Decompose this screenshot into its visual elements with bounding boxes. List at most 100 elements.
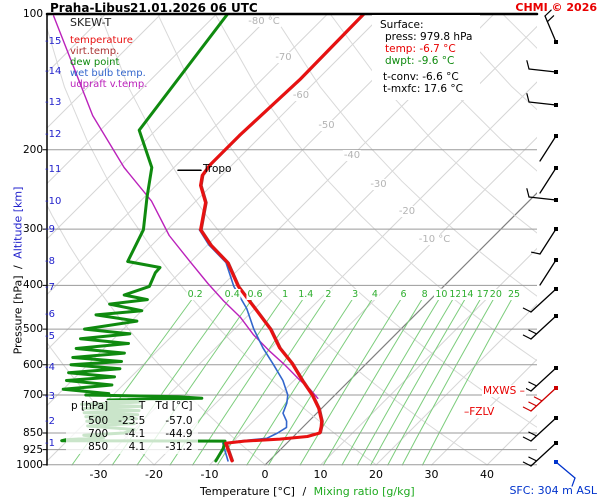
mixing-ratio-value-label: 3 bbox=[351, 289, 360, 300]
wind-barb bbox=[526, 93, 558, 107]
tropopause-label: Tropo bbox=[203, 163, 232, 175]
mixing-ratio-value-label: 20 bbox=[488, 289, 503, 300]
isotherm-line bbox=[320, 247, 537, 466]
legend-item-wet-bulb-temp: wet bulb temp. bbox=[70, 68, 146, 79]
altitude-tick-label: -14 bbox=[45, 66, 62, 77]
levels-table-header-cell: T bbox=[138, 400, 146, 412]
zero-isotherm-line bbox=[264, 192, 537, 466]
dry-adiabat-line bbox=[502, 14, 537, 49]
levels-table-header-cell: p [hPa] bbox=[71, 400, 109, 412]
diagram-type-label: SKEW-T bbox=[70, 16, 112, 29]
levels-table-cell: 850 bbox=[88, 441, 109, 453]
mixing-ratio-value-label: 14 bbox=[460, 289, 475, 300]
isotherm-line bbox=[47, 14, 162, 129]
dry-adiabat-line bbox=[560, 14, 600, 465]
altitude-tick-label: -15 bbox=[45, 36, 62, 47]
mixing-ratio-value-label: 12 bbox=[448, 289, 463, 300]
mixing-ratio-value-label: 0.6 bbox=[246, 289, 264, 300]
dry-adiabat-line bbox=[272, 14, 537, 297]
legend-item-dew-point: dew point bbox=[70, 57, 120, 68]
isotherm-line bbox=[47, 14, 273, 240]
altitude-tick-label: -3 bbox=[45, 391, 55, 402]
mixing-ratio-line bbox=[401, 289, 500, 466]
isotherm-line bbox=[486, 414, 537, 466]
chmi-copyright: CHMI © 2026 bbox=[515, 1, 597, 14]
mixing-ratio-value-label: 25 bbox=[507, 289, 522, 300]
mixing-ratio-line bbox=[387, 289, 487, 466]
isotherm-value-label: -50 bbox=[317, 120, 336, 131]
mixing-ratio-line bbox=[322, 289, 429, 466]
isotherm-value-label: -30 bbox=[369, 179, 388, 190]
curve-wet-bulb-temp bbox=[198, 229, 289, 462]
y-axis-title: Pressure [hPa] / Altitude [km] bbox=[12, 121, 25, 421]
wind-barb bbox=[539, 134, 558, 162]
isotherm-value-label: -80 °C bbox=[247, 16, 281, 27]
isotherm-line bbox=[47, 14, 328, 296]
levels-table-row: 850 4.1 -31.2 bbox=[66, 441, 198, 454]
levels-table-header-cell: Td [°C] bbox=[155, 400, 193, 412]
surface-info-line: t-conv: -6.6 °C bbox=[383, 71, 459, 83]
isotherm-value-label: -70 bbox=[274, 52, 293, 63]
altitude-tick-label: -8 bbox=[45, 256, 55, 267]
x-axis-title-temperature: Temperature [°C] bbox=[200, 485, 295, 498]
temperature-tick-label: -30 bbox=[89, 468, 108, 481]
isotherm-line bbox=[543, 14, 600, 465]
temperature-tick-label: -10 bbox=[200, 468, 219, 481]
mixing-ratio-value-label: 8 bbox=[420, 289, 429, 300]
levels-table-cell: 4.1 bbox=[128, 441, 146, 453]
legend-item-temperature: temperature bbox=[70, 35, 133, 46]
mixing-ratio-line bbox=[192, 289, 310, 466]
surface-info-line: temp: -6.7 °C bbox=[385, 43, 456, 55]
wind-barb bbox=[539, 258, 558, 286]
x-axis-title: Temperature [°C] / Mixing ratio [g/kg] bbox=[200, 485, 415, 498]
pressure-tick-label: 925 bbox=[22, 443, 43, 456]
levels-table-cell: -57.0 bbox=[165, 415, 193, 427]
wind-barb bbox=[522, 441, 558, 467]
isotherm-value-label: -60 bbox=[291, 90, 311, 101]
altitude-tick-label: -1 bbox=[45, 438, 55, 449]
levels-table-cell: -44.9 bbox=[165, 428, 193, 440]
levels-table-row: 500 -23.5 -57.0 bbox=[66, 415, 198, 428]
altitude-tick-label: -13 bbox=[45, 97, 62, 108]
surface-info-line: press: 979.8 hPa bbox=[385, 31, 473, 43]
station-name: Praha-Libus bbox=[50, 1, 131, 15]
altitude-tick-label: -2 bbox=[45, 416, 55, 427]
pressure-tick-label: 100 bbox=[22, 8, 43, 20]
altitude-tick-label: -12 bbox=[45, 129, 62, 140]
station-elevation-label: SFC: 304 m ASL bbox=[509, 484, 597, 497]
mixing-ratio-value-label: 1.4 bbox=[297, 289, 315, 300]
curve-udpraft-v-temp bbox=[52, 15, 319, 399]
wind-barb bbox=[554, 460, 576, 487]
wind-barb bbox=[544, 9, 558, 44]
mixing-ratio-line bbox=[356, 289, 459, 466]
mixing-ratio-value-label: 17 bbox=[475, 289, 490, 300]
mixing-ratio-line bbox=[370, 289, 471, 466]
mixing-ratio-value-label: 0.4 bbox=[223, 289, 241, 300]
altitude-tick-label: -7 bbox=[45, 282, 55, 293]
mixing-ratio-value-label: 1 bbox=[281, 289, 290, 300]
altitude-tick-label: -5 bbox=[45, 331, 55, 342]
pressure-tick-label: 850 bbox=[22, 427, 43, 440]
temperature-tick-label: 20 bbox=[369, 468, 383, 481]
y-axis-title-separator: / bbox=[11, 265, 25, 269]
mixing-ratio-value-label: 2 bbox=[324, 289, 333, 300]
altitude-tick-label: -11 bbox=[45, 164, 62, 175]
mixing-ratio-line bbox=[341, 289, 445, 466]
altitude-tick-label: -9 bbox=[45, 224, 55, 235]
wind-barb bbox=[526, 188, 558, 202]
levels-table-cell: 700 bbox=[88, 428, 109, 440]
isotherm-line bbox=[47, 14, 217, 185]
wind-barb bbox=[522, 366, 558, 392]
isotherm-line bbox=[375, 303, 537, 466]
pressure-tick-label: 400 bbox=[22, 279, 43, 292]
dry-adiabat-line bbox=[214, 14, 537, 362]
x-axis-title-mixing-ratio: Mixing ratio [g/kg] bbox=[313, 485, 415, 498]
wind-barb bbox=[539, 166, 558, 194]
surface-info-line: t-mxfc: 17.6 °C bbox=[383, 83, 463, 95]
mixing-ratio-value-label: 0.2 bbox=[186, 289, 204, 300]
wind-barb bbox=[522, 314, 558, 340]
temperature-tick-label: 10 bbox=[313, 468, 328, 481]
isotherm-value-label: -20 bbox=[397, 206, 417, 217]
altitude-tick-label: -6 bbox=[45, 309, 55, 320]
wind-barb bbox=[522, 287, 558, 313]
